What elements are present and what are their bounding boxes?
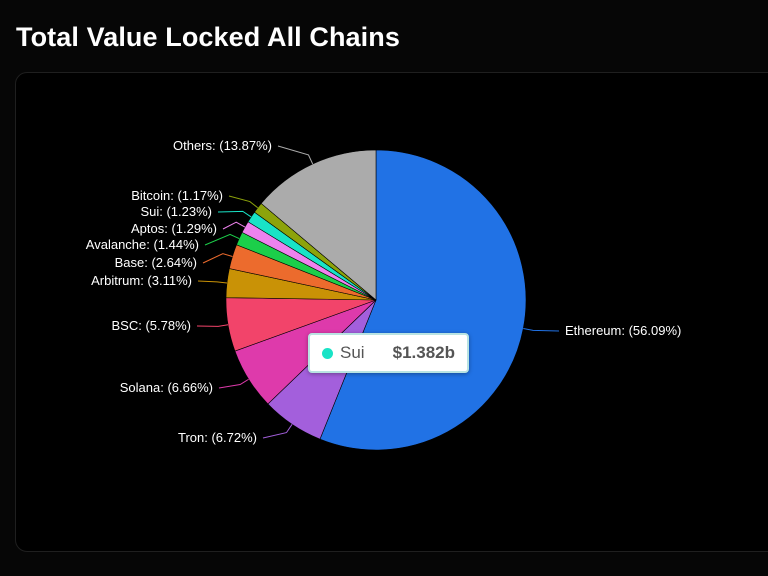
tooltip-series-value: $1.382b [392, 343, 455, 362]
chart-card: Ethereum: (56.09%) Tron: (6.72%) Solana: (… [15, 72, 768, 552]
page-title: Total Value Locked All Chains [16, 22, 400, 52]
slice-label-tron: Tron: (6.72%) [178, 430, 257, 445]
leader-line-others [277, 145, 314, 165]
slice-label-aptos: Aptos: (1.29%) [131, 221, 217, 236]
slice-label-avalanche: Avalanche: (1.44%) [86, 237, 199, 252]
leader-line-bsc [196, 324, 229, 327]
slice-label-others: Others: (13.87%) [173, 138, 272, 153]
leader-line-base [202, 253, 233, 264]
slice-label-bitcoin: Bitcoin: (1.17%) [131, 188, 223, 203]
leader-line-arbitrum [197, 280, 228, 284]
pie-chart[interactable]: Ethereum: (56.09%) Tron: (6.72%) Solana: (… [16, 73, 768, 551]
tooltip-color-dot [322, 347, 333, 359]
slice-label-arbitrum: Arbitrum: (3.11%) [91, 273, 192, 288]
slice-label-base: Base: (2.64%) [115, 255, 197, 270]
leader-line-avalanche [204, 233, 240, 246]
leader-line-bitcoin [228, 195, 259, 209]
slice-label-ethereum: Ethereum: (56.09%) [565, 323, 681, 338]
tooltip-series-name: Sui [340, 343, 365, 362]
leader-line-sui [217, 210, 252, 218]
leader-line-ethereum [523, 328, 560, 332]
pie-labels: Ethereum: (56.09%) Tron: (6.72%) Solana: (… [86, 138, 682, 445]
pie-slices [225, 149, 527, 451]
slice-label-bsc: BSC: (5.78%) [112, 318, 191, 333]
pie-slice-others[interactable] [260, 149, 377, 301]
leader-line-solana [218, 378, 249, 389]
leader-line-aptos [222, 221, 246, 230]
leader-line-tron [262, 424, 293, 439]
chart-tooltip: Sui $1.382b [308, 333, 469, 373]
slice-label-solana: Solana: (6.66%) [120, 380, 213, 395]
slice-label-sui: Sui: (1.23%) [140, 204, 212, 219]
